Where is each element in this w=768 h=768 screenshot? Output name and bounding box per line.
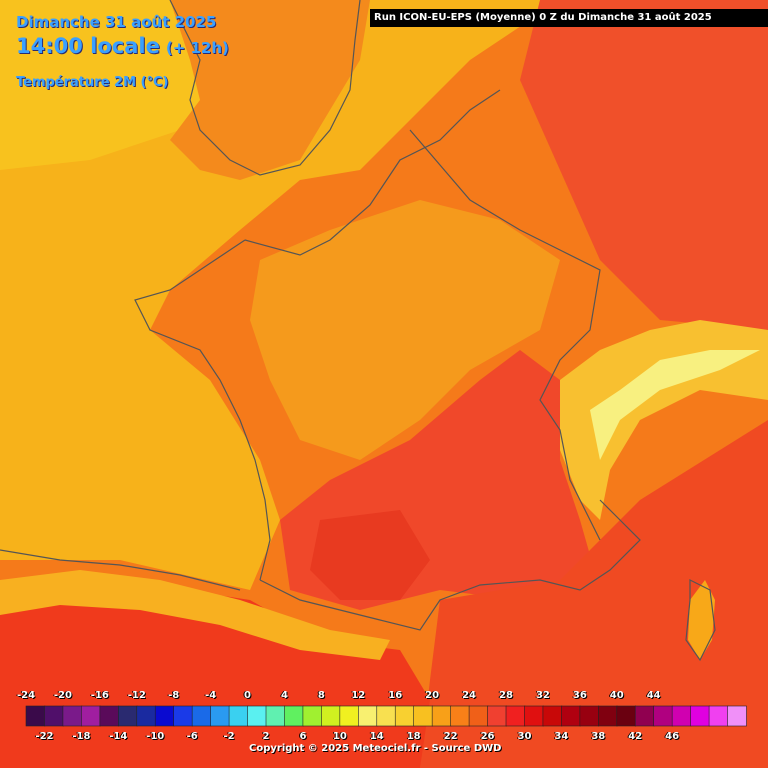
legend-swatch [154,705,175,727]
legend-swatch [25,705,46,727]
legend-swatch [191,705,212,727]
northeast-hot-zone [520,0,768,330]
forecast-lead-time: (+ 12h) [165,39,229,57]
legend-label-top: 36 [572,690,587,701]
run-info-banner: Run ICON-EU-EPS (Moyenne) 0 Z du Dimanch… [370,9,768,27]
pyrenees-cool-zone [0,570,390,660]
legend-swatch [302,705,323,727]
legend-swatch [358,705,378,727]
legend-label-top: -12 [127,690,146,701]
legend-label-top: -8 [168,690,180,701]
legend-label-bottom: 22 [443,731,458,742]
legend-swatch [394,705,415,727]
legend-swatch [228,705,249,727]
legend-swatch [524,705,544,727]
legend-swatch [321,705,341,727]
forecast-date: Dimanche 31 août 2025 [16,13,217,31]
legend-label-bottom: -22 [35,731,54,742]
legend-label-top: 44 [646,690,661,701]
legend-label-top: -16 [90,690,109,701]
legend-label-bottom: -14 [109,731,128,742]
legend-swatch [505,705,526,727]
legend-swatch [542,705,563,727]
legend-label-bottom: 18 [406,731,421,742]
legend-label-top: 40 [609,690,624,701]
mediterranean-zone [420,420,768,768]
legend-swatch [468,705,489,727]
legend-label-top: 16 [388,690,403,701]
france-interior-zone [250,200,560,460]
legend-swatch [690,705,710,727]
legend-swatch [487,705,507,727]
legend-swatch [431,705,452,727]
legend-swatch [265,705,286,727]
legend-label-bottom: 10 [332,731,347,742]
legend-swatch [561,705,581,727]
legend-swatch [727,705,747,727]
legend-label-bottom: -2 [223,731,235,742]
legend-label-top: 32 [535,690,550,701]
legend-label-top: 0 [244,690,252,701]
legend-label-top: -20 [53,690,72,701]
forecast-time: 14:00 locale (+ 12h) [16,34,229,58]
legend-swatch [62,705,83,727]
legend-label-bottom: 2 [262,731,270,742]
legend-swatch [616,705,637,727]
legend-swatch [99,705,120,727]
legend-label-bottom: 6 [299,731,307,742]
legend-swatch [210,705,230,727]
southwest-hot-zone [310,510,430,600]
legend-label-bottom: 42 [628,731,643,742]
legend-label-top: 12 [351,690,366,701]
legend-label-bottom: 26 [480,731,495,742]
forecast-time-label: 14:00 locale [16,34,160,58]
legend-label-top: 28 [499,690,513,701]
legend-swatch [413,705,433,727]
parameter-label: Température 2M (°C) [16,75,169,90]
legend-swatch [136,705,157,727]
legend-swatch [376,705,397,727]
legend-swatch [173,705,193,727]
legend-label-bottom: -18 [72,731,91,742]
legend-label-bottom: 46 [665,731,680,742]
britain-landmass [170,0,370,180]
legend-label-top: -24 [16,690,36,701]
legend-swatch [44,705,64,727]
legend-label-bottom: 14 [369,731,384,742]
legend-label-top: 4 [280,690,288,701]
legend-label-top: 24 [462,690,477,701]
legend-swatch [708,705,729,727]
legend-label-bottom: 34 [554,731,569,742]
alps-peak-zone [590,350,760,460]
legend-label-bottom: 30 [517,731,532,742]
legend-label-bottom: -10 [146,731,165,742]
legend-swatch [339,705,360,727]
legend-swatch [247,705,267,727]
legend-swatch [579,705,600,727]
copyright-notice: Copyright © 2025 Meteociel.fr - Source D… [249,743,502,754]
legend-swatch [671,705,692,727]
temperature-legend: -24 -20 -16 -12 -8 -4 0 4 8 12 16 20 24 28 32 36 40 44 -22… [0,690,768,750]
legend-swatch [81,705,101,727]
legend-swatch [598,705,618,727]
borders-layer [0,0,716,662]
legend-swatch [450,705,470,727]
legend-swatch [634,705,655,727]
legend-label-bottom: -6 [186,731,198,742]
legend-swatch [118,705,138,727]
legend-label-bottom: 38 [591,731,606,742]
corsica-zone [688,580,715,660]
legend-label-top: 20 [425,690,440,701]
legend-color-bar [25,705,747,727]
legend-label-top: -4 [205,690,217,701]
legend-swatch [284,705,304,727]
legend-label-top: 8 [317,690,325,701]
legend-swatch [653,705,673,727]
